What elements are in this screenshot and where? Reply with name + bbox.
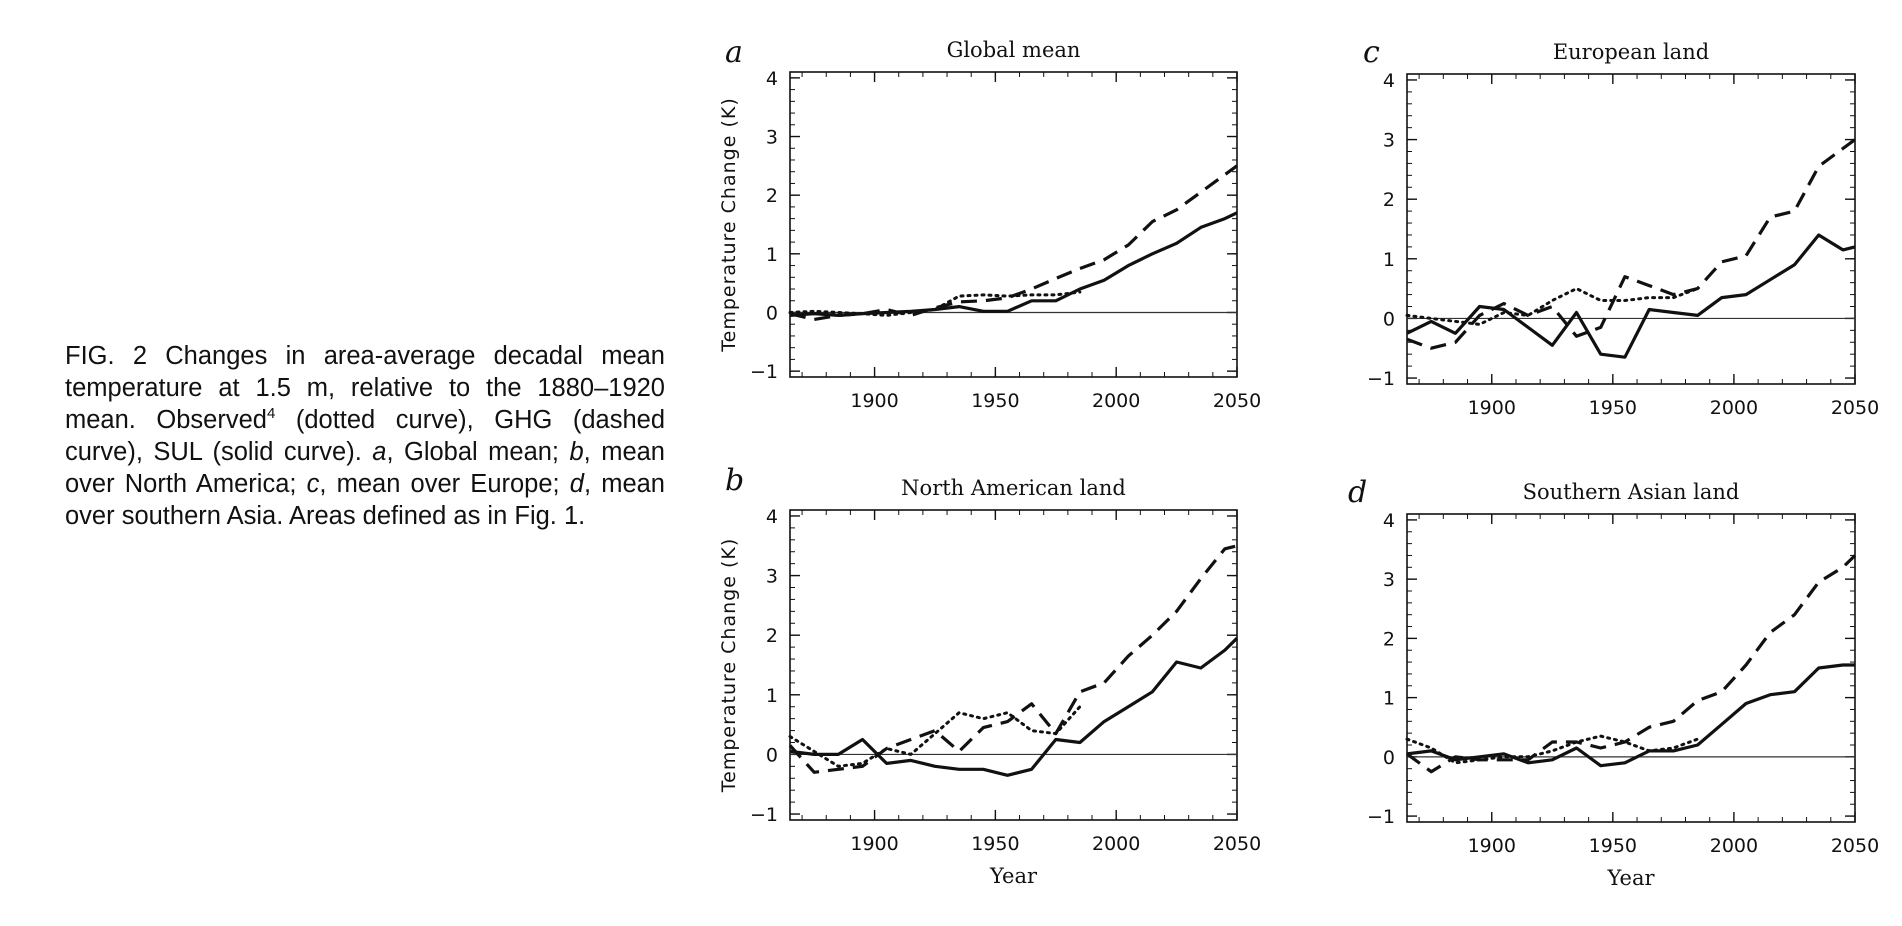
y-tick-label: −1 xyxy=(750,361,778,383)
series-line-sul xyxy=(789,211,1238,317)
caption-part1: FIG. 2 Changes in area-average decadal m… xyxy=(65,342,665,434)
y-tick-label: 1 xyxy=(766,685,778,707)
x-tick-label: 1950 xyxy=(971,390,1019,412)
y-tick-label: 4 xyxy=(766,506,778,528)
x-tick-label: 2050 xyxy=(1213,390,1261,412)
caption-c: c xyxy=(306,470,320,498)
plot-frame xyxy=(1406,73,1856,385)
x-tick-label: 1950 xyxy=(1589,397,1637,419)
y-axis-label: Temperature Change (K) xyxy=(718,538,740,793)
caption-part2: (dotted curve), GHG (dashed curve), SUL … xyxy=(65,406,665,466)
x-tick-label: 1900 xyxy=(1468,835,1516,857)
y-tick-label: −1 xyxy=(1367,368,1395,390)
figure-caption: FIG. 2 Changes in area-average decadal m… xyxy=(65,340,665,532)
x-tick-label: 2000 xyxy=(1092,833,1140,855)
y-tick-label: 1 xyxy=(1383,249,1395,271)
y-tick-label: 2 xyxy=(766,185,778,207)
caption-c-text: , mean over Europe; xyxy=(319,470,570,498)
y-tick-label: −1 xyxy=(1367,806,1395,828)
panel-letter: c xyxy=(1363,35,1380,70)
x-tick-label: 1900 xyxy=(850,833,898,855)
caption-b: b xyxy=(569,438,584,466)
y-tick-label: 0 xyxy=(766,744,778,766)
y-tick-label: 2 xyxy=(1383,628,1395,650)
plot-frame xyxy=(789,509,1238,821)
y-tick-label: 3 xyxy=(1383,569,1395,591)
caption-a-text: , Global mean; xyxy=(386,438,570,466)
y-tick-label: −1 xyxy=(750,804,778,826)
y-tick-label: 4 xyxy=(766,68,778,90)
x-tick-label: 2000 xyxy=(1710,835,1758,857)
caption-ref: 4 xyxy=(266,405,276,422)
x-tick-label: 2050 xyxy=(1213,833,1261,855)
x-tick-label: 2000 xyxy=(1092,390,1140,412)
y-tick-label: 2 xyxy=(1383,189,1395,211)
series-line-ghg xyxy=(1406,554,1857,774)
y-tick-label: 4 xyxy=(1383,70,1395,92)
x-tick-label: 2050 xyxy=(1831,835,1879,857)
series-line-sul xyxy=(789,637,1239,777)
panel-letter: a xyxy=(725,35,743,70)
caption-b-text: , mean over North America; xyxy=(65,438,665,498)
y-tick-label: 4 xyxy=(1383,510,1395,532)
y-tick-label: 3 xyxy=(1383,130,1395,152)
y-axis-label: Temperature Change (K) xyxy=(718,97,740,352)
x-tick-label: 1950 xyxy=(1589,835,1637,857)
series-line-observed xyxy=(1405,287,1700,326)
plot-frame xyxy=(1406,513,1856,823)
y-tick-label: 0 xyxy=(1383,747,1395,769)
y-tick-label: 3 xyxy=(766,127,778,149)
panel-title: North American land xyxy=(901,476,1126,500)
panel-letter: b xyxy=(725,463,744,498)
panel-letter: d xyxy=(1348,475,1367,510)
series-line-sul xyxy=(1406,233,1856,359)
series-line-observed xyxy=(788,705,1082,768)
x-tick-label: 1900 xyxy=(1468,397,1516,419)
panel-title: European land xyxy=(1553,40,1709,64)
y-tick-label: 1 xyxy=(1383,688,1395,710)
y-tick-label: 1 xyxy=(766,244,778,266)
x-axis-label: Year xyxy=(989,864,1038,888)
series-line-ghg xyxy=(1406,138,1856,350)
x-axis-label: Year xyxy=(1606,866,1655,890)
y-tick-label: 2 xyxy=(766,625,778,647)
caption-d-text: , mean over southern Asia. Areas defined… xyxy=(65,470,665,530)
x-tick-label: 1950 xyxy=(971,833,1019,855)
caption-a: a xyxy=(372,438,387,466)
panel-title: Southern Asian land xyxy=(1523,480,1740,504)
x-tick-label: 2050 xyxy=(1831,397,1879,419)
y-tick-label: 3 xyxy=(766,566,778,588)
series-line-sul xyxy=(1406,663,1855,768)
panel-title: Global mean xyxy=(947,38,1081,62)
y-tick-label: 0 xyxy=(766,302,778,324)
x-tick-label: 1900 xyxy=(850,390,898,412)
series-line-ghg xyxy=(789,164,1238,322)
series-line-ghg xyxy=(788,544,1238,774)
caption-d: d xyxy=(569,470,584,498)
plot-frame xyxy=(789,71,1238,378)
x-tick-label: 2000 xyxy=(1710,397,1758,419)
y-tick-label: 0 xyxy=(1383,308,1395,330)
